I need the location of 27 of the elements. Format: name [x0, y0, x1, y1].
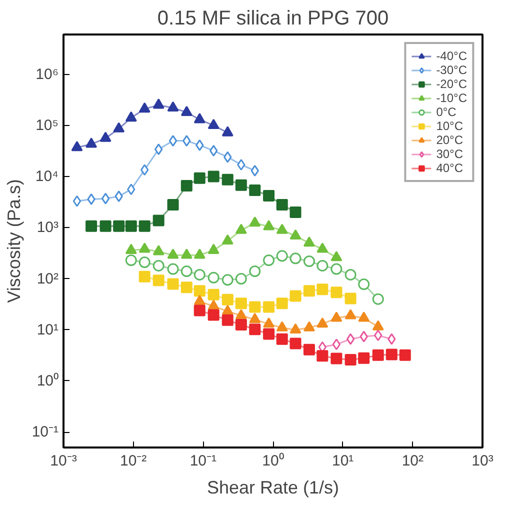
legend-label: -10°C [436, 91, 467, 105]
x-tick-label: 10⁻³ [50, 452, 77, 470]
legend-label: -20°C [436, 77, 467, 91]
legend-label: 30°C [436, 147, 463, 161]
x-tick-label: 10¹ [332, 452, 354, 470]
y-tick-label: 10⁵ [36, 116, 59, 134]
x-tick-label: 10⁰ [262, 452, 284, 470]
legend-label: 20°C [436, 133, 463, 147]
chart-title: 0.15 MF silica in PPG 700 [157, 8, 389, 30]
y-tick-label: 10² [36, 270, 59, 288]
y-axis-title: Viscosity (Pa.s) [4, 179, 24, 303]
legend-label: -40°C [436, 49, 467, 63]
x-tick-label: 10² [402, 452, 424, 470]
y-tick-label: 10⁶ [36, 66, 58, 83]
y-tick-label: 10⁰ [36, 372, 59, 390]
y-tick-label: 10³ [36, 219, 59, 236]
x-axis-title: Shear Rate (1/s) [206, 478, 340, 498]
legend-label: 40°C [436, 161, 463, 175]
legend-label: 0°C [436, 105, 456, 119]
x-tick-label: 10⁻² [120, 452, 147, 470]
y-tick-label: 10⁴ [35, 168, 59, 186]
x-tick-label: 10³ [472, 452, 494, 470]
y-tick-label: 10¹ [36, 321, 59, 338]
y-tick-label: 10⁻¹ [32, 424, 59, 441]
legend-label: 10°C [436, 119, 463, 133]
x-tick-label: 10⁻¹ [190, 452, 217, 470]
legend-label: -30°C [436, 63, 467, 77]
